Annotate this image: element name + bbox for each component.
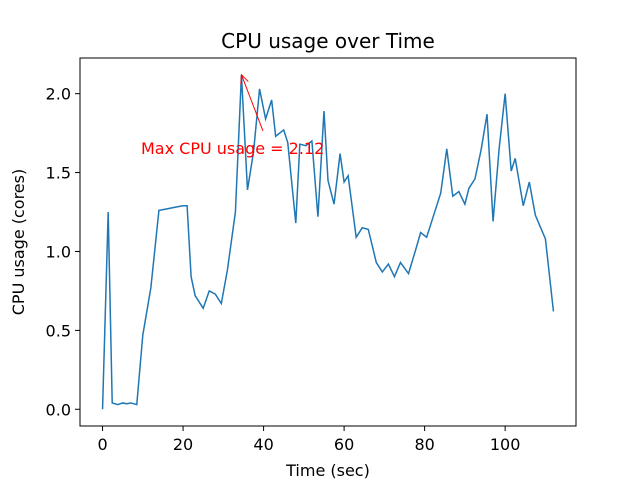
x-tick-label: 20 — [173, 435, 193, 454]
y-tick-label: 0.0 — [46, 400, 71, 419]
x-tick-label: 40 — [253, 435, 273, 454]
x-tick-label: 80 — [414, 435, 434, 454]
line-series — [101, 74, 555, 410]
y-tick-label: 0.5 — [46, 321, 71, 340]
annotation-text: Max CPU usage = 2.12 — [141, 139, 324, 158]
x-tick-label: 100 — [490, 435, 521, 454]
annotation-arrow — [241, 75, 264, 132]
y-tick-label: 1.5 — [46, 164, 71, 183]
plot-frame — [79, 57, 577, 427]
y-axis-label: CPU usage (cores) — [9, 169, 28, 315]
chart-title: CPU usage over Time — [221, 29, 435, 53]
x-tick-label: 0 — [97, 435, 107, 454]
x-axis-label: Time (sec) — [285, 461, 370, 480]
y-tick-label: 2.0 — [46, 85, 71, 104]
x-tick-label: 60 — [334, 435, 354, 454]
y-tick-label: 1.0 — [46, 242, 71, 261]
